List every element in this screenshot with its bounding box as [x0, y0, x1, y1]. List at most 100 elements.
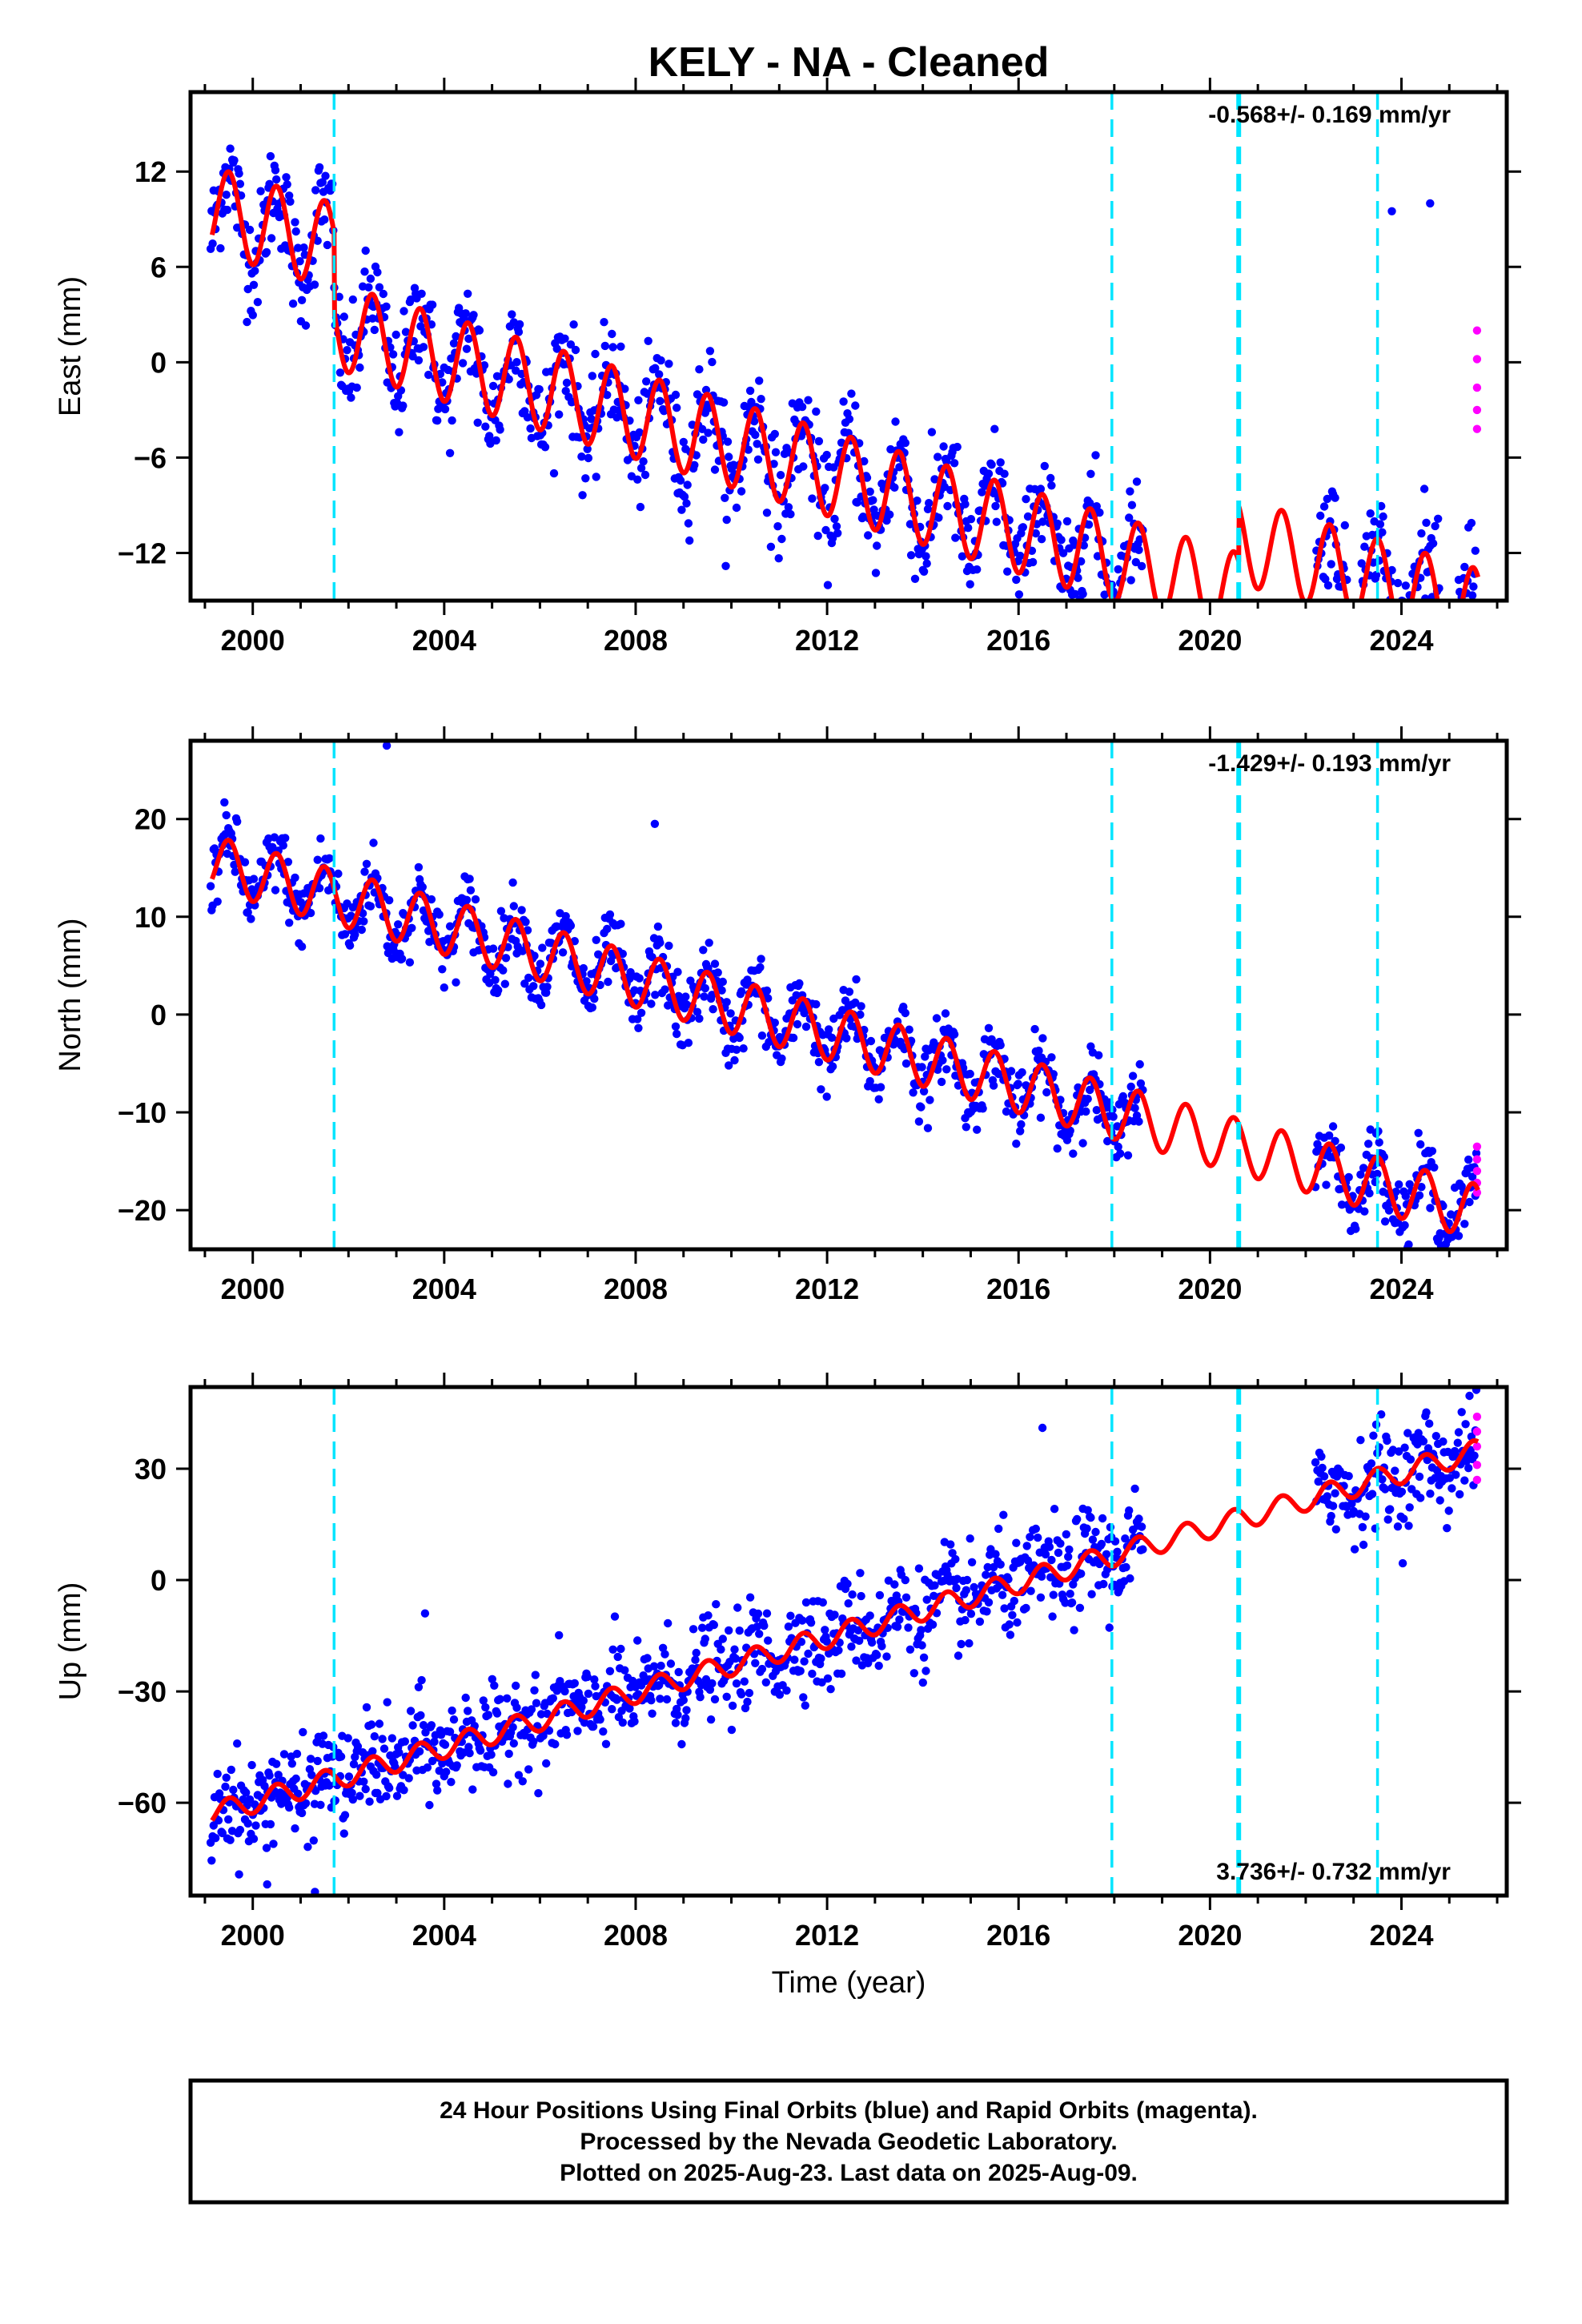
up-final-point: [400, 1786, 408, 1795]
east-final-point: [1127, 501, 1137, 509]
up-final-point: [218, 1828, 227, 1838]
east-final-point: [682, 499, 691, 508]
north-final-point: [626, 967, 635, 977]
east-final-point: [690, 460, 699, 469]
north-final-point: [1365, 1188, 1374, 1198]
up-final-point: [449, 1715, 459, 1724]
east-final-point: [251, 267, 259, 275]
up-final-point: [704, 1611, 713, 1620]
north-final-point: [435, 910, 444, 919]
up-final-point: [601, 1739, 611, 1748]
north-final-point: [1414, 1128, 1423, 1138]
up-final-point: [919, 1653, 929, 1662]
east-final-point: [930, 475, 939, 484]
up-final-point: [628, 1676, 637, 1686]
east-final-point: [526, 424, 535, 433]
east-final-point: [640, 470, 650, 480]
up-final-point: [544, 1726, 554, 1735]
north-final-point: [901, 1008, 910, 1018]
north-final-point: [471, 895, 480, 904]
up-final-point: [1126, 1574, 1134, 1583]
up-final-point: [967, 1558, 977, 1567]
north-final-point: [1430, 1163, 1439, 1172]
up-final-point: [534, 1789, 543, 1798]
north-final-point: [452, 978, 460, 987]
east-final-point: [656, 356, 665, 365]
north-final-point: [536, 959, 545, 968]
up-final-point: [274, 1771, 283, 1779]
east-final-point: [744, 445, 753, 454]
up-final-point: [503, 1694, 512, 1703]
up-final-point: [1037, 1572, 1046, 1581]
up-final-point: [1400, 1443, 1409, 1452]
east-final-point: [581, 474, 590, 483]
up-final-point: [999, 1510, 1008, 1519]
up-final-point: [918, 1678, 928, 1687]
up-final-point: [1403, 1429, 1412, 1437]
up-final-point: [476, 1746, 485, 1755]
up-final-point: [834, 1646, 843, 1655]
east-final-point: [571, 345, 580, 355]
east-final-point: [639, 457, 648, 466]
east-final-point: [616, 342, 625, 351]
up-final-point: [1444, 1506, 1453, 1515]
east-final-point: [295, 257, 304, 266]
east-final-point: [208, 239, 217, 248]
north-final-point: [817, 1085, 825, 1094]
east-final-point: [636, 464, 646, 472]
north-final-point: [1328, 1122, 1338, 1131]
up-final-point: [1022, 1603, 1030, 1613]
up-final-point: [782, 1686, 791, 1695]
up-final-point: [249, 1835, 259, 1844]
north-final-point: [932, 1014, 942, 1023]
up-final-point: [914, 1564, 924, 1573]
up-final-point: [1065, 1545, 1074, 1554]
up-final-point: [857, 1591, 865, 1601]
up-final-point: [539, 1731, 548, 1740]
up-final-point: [1380, 1485, 1390, 1494]
east-final-point: [315, 163, 324, 172]
east-final-point: [692, 451, 701, 460]
east-final-point: [891, 417, 900, 426]
north-final-point: [732, 1045, 741, 1055]
up-final-point: [620, 1666, 629, 1675]
up-final-point: [1138, 1545, 1147, 1554]
east-final-point: [591, 349, 600, 359]
up-final-point: [1399, 1514, 1408, 1523]
up-final-point: [584, 1689, 593, 1699]
east-final-point: [485, 432, 494, 440]
east-x-tick-label: 2008: [604, 624, 668, 657]
north-y-tick-label: −20: [118, 1194, 167, 1227]
up-final-point: [368, 1747, 377, 1755]
up-final-point: [1026, 1533, 1034, 1542]
up-final-point: [1331, 1489, 1339, 1498]
east-final-point: [562, 378, 572, 388]
up-final-point: [844, 1599, 853, 1608]
north-final-point: [315, 883, 324, 893]
east-final-point: [243, 284, 252, 294]
up-outlier-point: [1038, 1423, 1047, 1433]
up-x-tick-label: 2012: [795, 1919, 859, 1952]
up-final-point: [1369, 1431, 1378, 1440]
up-final-point: [1367, 1459, 1376, 1468]
north-final-point: [1468, 1172, 1477, 1181]
up-final-point: [1323, 1492, 1332, 1501]
up-final-point: [1082, 1524, 1091, 1533]
east-final-point: [943, 501, 952, 511]
east-final-point: [1040, 461, 1050, 471]
up-final-point: [921, 1667, 930, 1675]
east-final-point: [301, 321, 311, 330]
east-final-point: [603, 391, 612, 400]
north-final-point: [1006, 1067, 1016, 1076]
east-final-point: [642, 377, 651, 386]
east-final-point: [549, 468, 559, 478]
east-final-point: [847, 389, 856, 398]
up-final-point: [447, 1778, 456, 1787]
east-final-point: [990, 424, 999, 433]
north-rapid-point: [1472, 1188, 1482, 1197]
north-final-point: [604, 977, 612, 987]
up-final-point: [966, 1534, 974, 1543]
north-final-point: [665, 941, 673, 951]
up-final-point: [1013, 1618, 1022, 1627]
east-final-point: [749, 416, 759, 426]
